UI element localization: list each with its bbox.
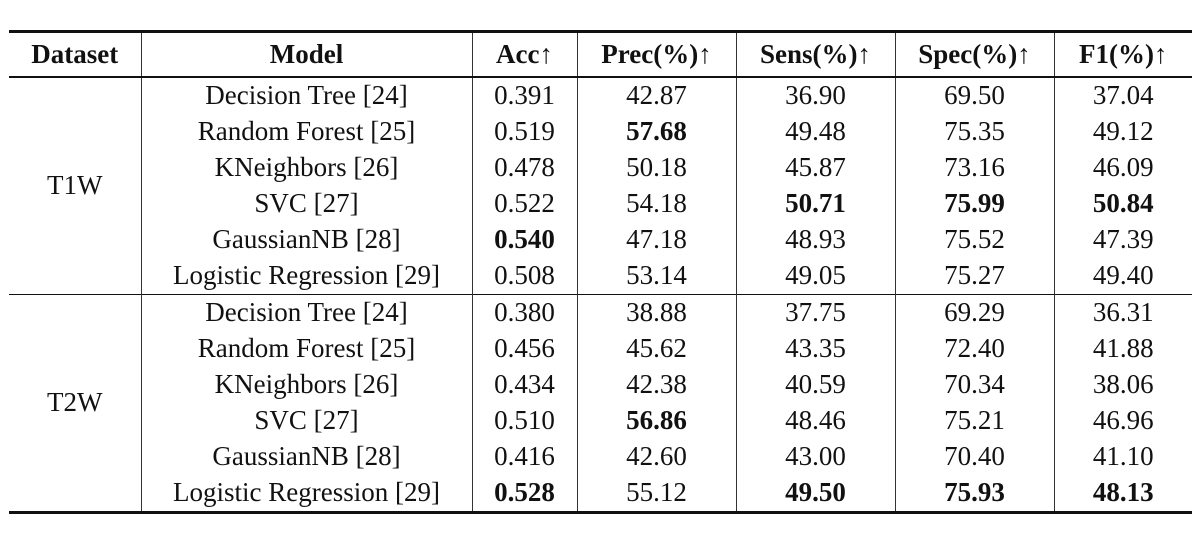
spec-cell: 75.35 (895, 113, 1055, 150)
header-sens: Sens(%)↑ (736, 31, 896, 77)
acc-cell: 0.508 (472, 257, 578, 294)
f1-cell: 49.40 (1092, 260, 1154, 290)
sens-cell: 43.00 (736, 438, 896, 475)
prec-cell: 42.38 (577, 366, 737, 403)
prec-cell: 38.88 (577, 294, 737, 331)
header-row: Dataset Model Acc↑ Prec(%)↑ Sens(%)↑ Spe… (9, 31, 1192, 77)
acc-cell: 0.416 (472, 438, 578, 475)
sens-cell: 36.90 (736, 76, 896, 114)
spec-cell: 72.40 (895, 330, 1055, 367)
f1-cell: 47.39 (1092, 224, 1154, 254)
spec-cell: 69.29 (895, 294, 1055, 331)
f1-cell: 48.13 (1092, 477, 1154, 507)
results-table: Dataset Model Acc↑ Prec(%)↑ Sens(%)↑ Spe… (9, 30, 1192, 514)
f1-cell: 49.12 (1092, 116, 1154, 146)
model-cell: KNeighbors [26] (141, 149, 473, 186)
f1-cell: 38.06 (1092, 369, 1154, 399)
sens-cell: 40.59 (736, 366, 896, 403)
table-row: SVC [27] 0.522 54.18 50.71 75.99 50.84 (9, 185, 1192, 222)
header-dataset: Dataset (9, 31, 142, 77)
prec-cell: 50.18 (577, 149, 737, 186)
table-row: Random Forest [25] 0.456 45.62 43.35 72.… (9, 330, 1192, 367)
acc-cell: 0.478 (472, 149, 578, 186)
table-header: Dataset Model Acc↑ Prec(%)↑ Sens(%)↑ Spe… (9, 31, 1192, 77)
acc-cell: 0.522 (472, 185, 578, 222)
header-prec: Prec(%)↑ (577, 31, 737, 77)
spec-cell: 70.34 (895, 366, 1055, 403)
table-row: GaussianNB [28] 0.416 42.60 43.00 70.40 … (9, 438, 1192, 475)
f1-cell: 46.09 (1092, 152, 1154, 182)
f1-cell: 37.04 (1092, 80, 1154, 110)
acc-cell: 0.510 (472, 402, 578, 439)
model-cell: SVC [27] (141, 402, 473, 439)
f1-cell: 41.88 (1092, 333, 1154, 363)
f1-cell: 50.84 (1092, 188, 1154, 218)
table-row: Random Forest [25] 0.519 57.68 49.48 75.… (9, 113, 1192, 150)
model-cell: GaussianNB [28] (141, 438, 473, 475)
sens-cell: 50.71 (736, 185, 896, 222)
model-cell: GaussianNB [28] (141, 221, 473, 258)
f1-cell: 36.31 (1092, 297, 1154, 327)
dataset-label: T1W (9, 76, 142, 294)
table-row: Logistic Regression [29] 0.508 53.14 49.… (9, 257, 1192, 294)
spec-cell: 70.40 (895, 438, 1055, 475)
spec-cell: 75.93 (895, 474, 1055, 512)
prec-cell: 45.62 (577, 330, 737, 367)
sens-cell: 49.48 (736, 113, 896, 150)
prec-cell: 42.60 (577, 438, 737, 475)
acc-cell: 0.456 (472, 330, 578, 367)
table-row: T1W Decision Tree [24] 0.391 42.87 36.90… (9, 76, 1192, 294)
model-cell: Random Forest [25] (141, 113, 473, 150)
acc-cell: 0.540 (472, 221, 578, 258)
table-row: T2W Decision Tree [24] 0.380 38.88 37.75… (9, 294, 1192, 512)
table-row: KNeighbors [26] 0.434 42.38 40.59 70.34 … (9, 366, 1192, 403)
header-spec: Spec(%)↑ (895, 31, 1055, 77)
model-cell: Decision Tree [24] (141, 76, 473, 114)
prec-cell: 57.68 (577, 113, 737, 150)
prec-cell: 53.14 (577, 257, 737, 294)
f1-cell: 46.96 (1092, 405, 1154, 435)
model-cell: KNeighbors [26] (141, 366, 473, 403)
spec-cell: 69.50 (895, 76, 1055, 114)
table-row: KNeighbors [26] 0.478 50.18 45.87 73.16 … (9, 149, 1192, 186)
model-cell: SVC [27] (141, 185, 473, 222)
dataset-label: T2W (9, 294, 142, 512)
table-row: GaussianNB [28] 0.540 47.18 48.93 75.52 … (9, 221, 1192, 258)
acc-cell: 0.519 (472, 113, 578, 150)
model-cell: Logistic Regression [29] (141, 257, 473, 294)
sens-cell: 48.46 (736, 402, 896, 439)
group-t2w: T2W Decision Tree [24] 0.380 38.88 37.75… (9, 294, 1192, 512)
table-row: SVC [27] 0.510 56.86 48.46 75.21 46.96 (9, 402, 1192, 439)
model-cell: Decision Tree [24] (141, 294, 473, 331)
acc-cell: 0.434 (472, 366, 578, 403)
header-f1: F1(%)↑ (1079, 38, 1168, 69)
spec-cell: 75.52 (895, 221, 1055, 258)
prec-cell: 56.86 (577, 402, 737, 439)
sens-cell: 49.50 (736, 474, 896, 512)
prec-cell: 54.18 (577, 185, 737, 222)
sens-cell: 48.93 (736, 221, 896, 258)
spec-cell: 75.21 (895, 402, 1055, 439)
spec-cell: 75.99 (895, 185, 1055, 222)
prec-cell: 47.18 (577, 221, 737, 258)
model-cell: Random Forest [25] (141, 330, 473, 367)
header-model: Model (141, 31, 473, 77)
prec-cell: 42.87 (577, 76, 737, 114)
f1-cell: 41.10 (1092, 441, 1154, 471)
sens-cell: 49.05 (736, 257, 896, 294)
sens-cell: 45.87 (736, 149, 896, 186)
group-t1w: T1W Decision Tree [24] 0.391 42.87 36.90… (9, 76, 1192, 294)
spec-cell: 73.16 (895, 149, 1055, 186)
prec-cell: 55.12 (577, 474, 737, 512)
acc-cell: 0.391 (472, 76, 578, 114)
acc-cell: 0.380 (472, 294, 578, 331)
model-cell: Logistic Regression [29] (141, 474, 473, 512)
header-acc: Acc↑ (472, 31, 578, 77)
table-row: Logistic Regression [29] 0.528 55.12 49.… (9, 474, 1192, 512)
sens-cell: 37.75 (736, 294, 896, 331)
sens-cell: 43.35 (736, 330, 896, 367)
spec-cell: 75.27 (895, 257, 1055, 294)
acc-cell: 0.528 (472, 474, 578, 512)
